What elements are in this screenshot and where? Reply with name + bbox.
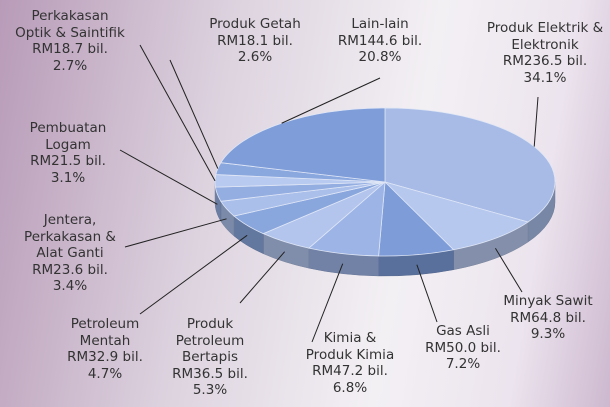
leader-line: [416, 264, 438, 323]
category-label: Jentera, Perkakasan & Alat Ganti: [24, 212, 116, 261]
percent-label: 2.7%: [52, 57, 88, 74]
category-label: Produk Getah: [209, 16, 301, 32]
leader-line: [533, 96, 539, 147]
category-label: Gas Asli: [436, 323, 490, 339]
amount-label: RM50.0 bil.: [425, 339, 501, 356]
category-label: Petroleum Mentah: [70, 316, 140, 349]
slice-label: Perkakasan Optik & Saintifik RM18.7 bil. 2…: [0, 8, 155, 74]
percent-label: 5.3%: [192, 382, 228, 398]
slice: [383, 181, 529, 251]
slice-label: Produk Petroleum Bertapis RM36.5 bil. 5.3%: [125, 316, 295, 399]
percent-label: 2.6%: [237, 49, 273, 65]
amount-label: RM236.5 bil.: [502, 53, 588, 69]
category-label: Produk Elektrik & Elektronik: [486, 20, 604, 53]
category-label: Lain-lain: [351, 16, 409, 32]
slice-label: Gas Asli RM50.0 bil. 7.2%: [378, 323, 548, 373]
percent-label: 20.8%: [358, 49, 402, 65]
percent-label: 3.1%: [50, 169, 86, 186]
amount-label: RM18.7 bil.: [32, 41, 108, 57]
leader-line: [139, 234, 248, 315]
amount-label: RM47.2 bil.: [312, 363, 388, 379]
slice-label: Produk Elektrik & Elektronik RM236.5 bil.…: [460, 20, 610, 86]
amount-label: RM23.6 bil.: [32, 261, 108, 278]
leader-line: [311, 263, 344, 343]
amount-label: RM64.8 bil.: [510, 309, 586, 326]
percent-label: 6.8%: [332, 379, 368, 396]
slice-label: Minyak Sawit RM64.8 bil. 9.3%: [463, 293, 610, 343]
category-label: Pembuatan Logam: [29, 120, 107, 153]
slice-label: Pembuatan Logam RM21.5 bil. 3.1%: [0, 120, 153, 186]
percent-label: 9.3%: [530, 326, 566, 342]
category-label: Minyak Sawit: [503, 293, 593, 309]
amount-label: RM21.5 bil.: [30, 153, 106, 169]
percent-label: 34.1%: [523, 69, 567, 86]
amount-label: RM36.5 bil.: [172, 365, 248, 382]
leader-line: [139, 44, 216, 182]
slice-label: Produk Getah RM18.1 bil. 2.6%: [170, 16, 340, 66]
category-label: Produk Petroleum Bertapis: [175, 316, 245, 365]
leader-line: [239, 251, 286, 304]
slice-label: Lain-lain RM144.6 bil. 20.8%: [295, 16, 465, 66]
leader-line: [124, 218, 227, 248]
category-label: Perkakasan Optik & Saintifik: [15, 8, 125, 41]
percent-label: 7.2%: [445, 356, 481, 372]
percent-label: 4.7%: [87, 365, 123, 382]
leader-line: [281, 77, 381, 124]
slice-label: Petroleum Mentah RM32.9 bil. 4.7%: [20, 316, 190, 382]
percent-label: 3.4%: [52, 278, 88, 294]
slice-label: Jentera, Perkakasan & Alat Ganti RM23.6 b…: [0, 212, 155, 295]
leader-line: [119, 149, 218, 205]
leader-line: [494, 248, 523, 293]
amount-label: RM32.9 bil.: [67, 349, 143, 365]
category-label: Kimia & Produk Kimia: [305, 330, 395, 363]
amount-label: RM144.6 bil.: [337, 32, 423, 49]
slice-label: Kimia & Produk Kimia RM47.2 bil. 6.8%: [265, 330, 435, 396]
amount-label: RM18.1 bil.: [217, 32, 293, 49]
leader-line: [169, 59, 219, 169]
